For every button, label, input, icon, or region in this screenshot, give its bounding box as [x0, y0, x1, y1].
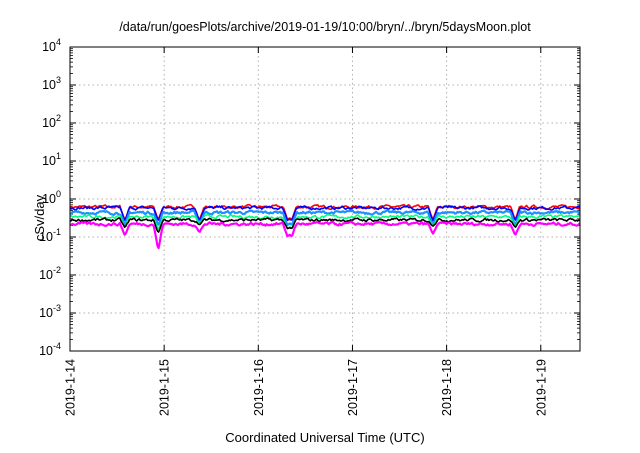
chart-title: /data/run/goesPlots/archive/2019-01-19/1… [119, 20, 531, 34]
x-tick-label: 2019-1-14 [64, 359, 78, 416]
x-tick-label: 2019-1-17 [346, 359, 360, 416]
y-tick-label: 10-4 [39, 341, 61, 358]
y-tick-label: 101 [42, 151, 61, 168]
x-tick-label: 2019-1-15 [158, 359, 172, 416]
x-tick-label: 2019-1-18 [440, 359, 454, 416]
series-line [69, 217, 581, 233]
y-tick-label: 10-2 [39, 265, 61, 282]
plot-frame [69, 46, 581, 352]
y-tick-label: 10-1 [39, 227, 61, 244]
y-tick-label: 10-3 [39, 303, 61, 320]
series-line [69, 213, 581, 230]
x-tick-label: 2019-1-19 [534, 359, 548, 416]
series-line [69, 220, 581, 250]
y-axis-label: cSv/day [32, 194, 47, 242]
y-tick-label: 102 [42, 113, 61, 130]
series-line [69, 205, 581, 222]
y-tick-label: 104 [42, 37, 61, 54]
x-axis-label: Coordinated Universal Time (UTC) [225, 430, 425, 445]
series-line [69, 209, 581, 227]
y-tick-label: 103 [42, 75, 61, 92]
y-tick-label: 100 [42, 189, 61, 206]
x-tick-label: 2019-1-16 [252, 359, 266, 416]
